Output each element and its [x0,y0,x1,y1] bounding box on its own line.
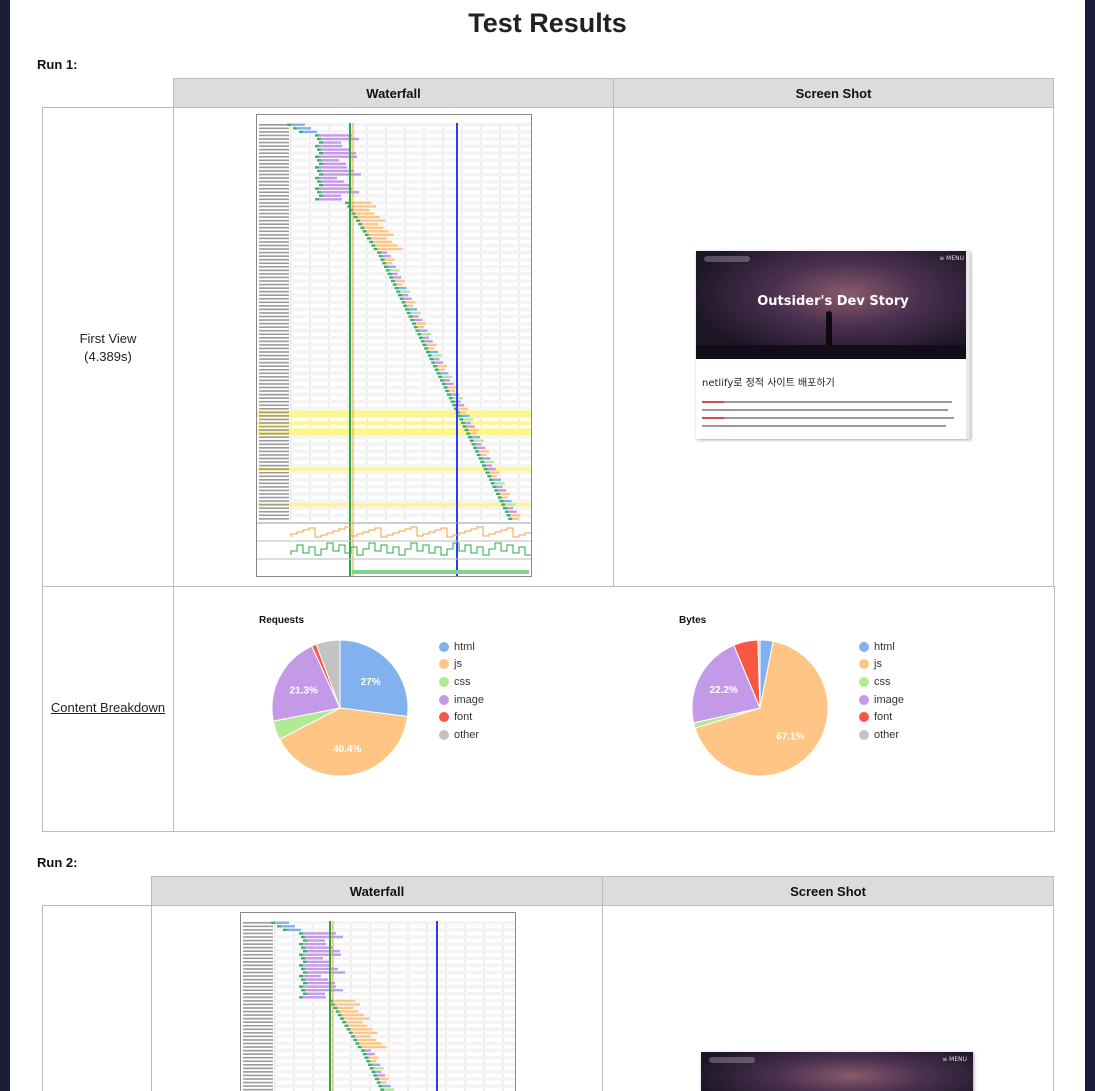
excerpt-link[interactable] [702,417,724,419]
legend-label-image: image [454,693,484,706]
legend-label-css: css [454,675,471,688]
excerpt-line [702,409,948,411]
pie-data-label-html: 27% [361,677,381,688]
pie-slice-other [757,639,761,709]
run-2-hero-banner: ≡ MENU [701,1052,973,1091]
waterfall-graphic [243,921,515,1091]
run-2-waterfall-header: Waterfall [151,876,603,906]
pie-slice-image [271,645,341,722]
bytes-pie-chart: 67.1% 22.2% [691,639,829,777]
content-breakdown-cell: Requests 27% 40.4% 21.3% html js css image fon… [173,586,1055,832]
legend-item-other: other [439,726,484,744]
run-2-waterfall-cell [151,905,603,1091]
legend-item-font: font [439,708,484,726]
first-view-time: (4.389s) [84,349,132,364]
legend-label-image: image [874,693,904,706]
run-2-screenshot-header: Screen Shot [602,876,1054,906]
legend-item-css: css [439,673,484,691]
legend-item-js: js [439,656,484,674]
run-2-search-icon [709,1057,755,1063]
page-screenshot-thumbnail[interactable]: ≡ MENU Outsider's Dev Story netlify로 정적 … [696,251,970,439]
blog-title: Outsider's Dev Story [757,294,909,309]
legend-item-other: other [859,726,904,744]
screenshot-header: Screen Shot [613,78,1054,108]
content-breakdown-link[interactable]: Content Breakdown [50,700,166,715]
legend-swatch-js [439,659,449,670]
legend-item-html: html [859,638,904,656]
run-2-label: Run 2: [37,855,78,870]
legend-swatch-font [859,712,869,723]
legend-label-html: html [874,640,895,653]
post-excerpt [702,401,960,435]
pie-data-label-js: 67.1% [776,731,804,742]
pie-slice-html [339,639,409,718]
pie-data-label-image: 22.2% [710,685,738,696]
legend-swatch-image [859,694,869,705]
bytes-chart-title: Bytes [679,615,707,626]
content-breakdown-label-cell: Content Breakdown [42,586,174,832]
legend-label-html: html [454,640,475,653]
requests-pie-chart: 27% 40.4% 21.3% [271,639,409,777]
legend-label-js: js [454,658,462,671]
legend-swatch-css [859,676,869,687]
legend-label-font: font [874,711,893,724]
legend-swatch-js [859,659,869,670]
legend-swatch-css [439,676,449,687]
legend-item-js: js [859,656,904,674]
first-view-label: First View [79,331,137,346]
bytes-legend: html js css image font other [859,638,904,744]
run-2-menu-icon: ≡ MENU [942,1056,967,1063]
legend-item-image: image [859,691,904,709]
run-1-label: Run 1: [37,57,78,72]
run-2-screenshot-cell: ≡ MENU [602,905,1054,1091]
test-results-page: Test Results Run 1: Waterfall Screen Sho… [10,0,1085,1091]
waterfall-image[interactable] [256,114,532,577]
legend-swatch-html [439,641,449,652]
legend-label-font: font [454,711,473,724]
scrollbar[interactable] [966,251,970,439]
run-2-label-cell [42,905,152,1091]
legend-item-css: css [859,673,904,691]
legend-swatch-other [859,729,869,740]
run-2-screenshot-thumbnail[interactable]: ≡ MENU [701,1052,973,1091]
run-2-waterfall-image[interactable] [240,912,516,1091]
silhouette-figure [826,311,832,351]
excerpt-link[interactable] [702,401,724,403]
legend-label-other: other [454,728,480,741]
legend-label-css: css [874,675,891,688]
legend-item-image: image [439,691,484,709]
pie-slice-js [694,640,829,777]
pie-data-label-js: 40.4% [333,744,361,755]
legend-swatch-font [439,712,449,723]
first-view-label-cell: First View (4.389s) [42,107,174,587]
legend-swatch-html [859,641,869,652]
pie-data-label-image: 21.3% [290,685,318,696]
legend-swatch-image [439,694,449,705]
legend-item-html: html [439,638,484,656]
requests-legend: html js css image font other [439,638,484,744]
pie-slice-other [315,639,341,709]
menu-icon: ≡ MENU [939,255,964,262]
waterfall-header: Waterfall [173,78,614,108]
requests-chart-title: Requests [259,615,305,626]
legend-label-js: js [874,658,882,671]
hero-banner: ≡ MENU Outsider's Dev Story [696,251,970,359]
legend-item-font: font [859,708,904,726]
search-icon [704,256,750,262]
waterfall-graphic [257,123,531,576]
hero-ground [696,345,970,359]
legend-swatch-other [439,729,449,740]
excerpt-line [702,425,946,427]
page-title: Test Results [468,8,627,38]
post-title: netlify로 정적 사이트 배포하기 [702,378,835,389]
pie-slice-js [278,707,409,777]
pie-slice-image [691,644,761,724]
waterfall-cell [173,107,614,587]
screenshot-cell: ≡ MENU Outsider's Dev Story netlify로 정적 … [613,107,1054,587]
excerpt-line [702,401,952,403]
excerpt-line [702,417,954,419]
legend-label-other: other [874,728,900,741]
